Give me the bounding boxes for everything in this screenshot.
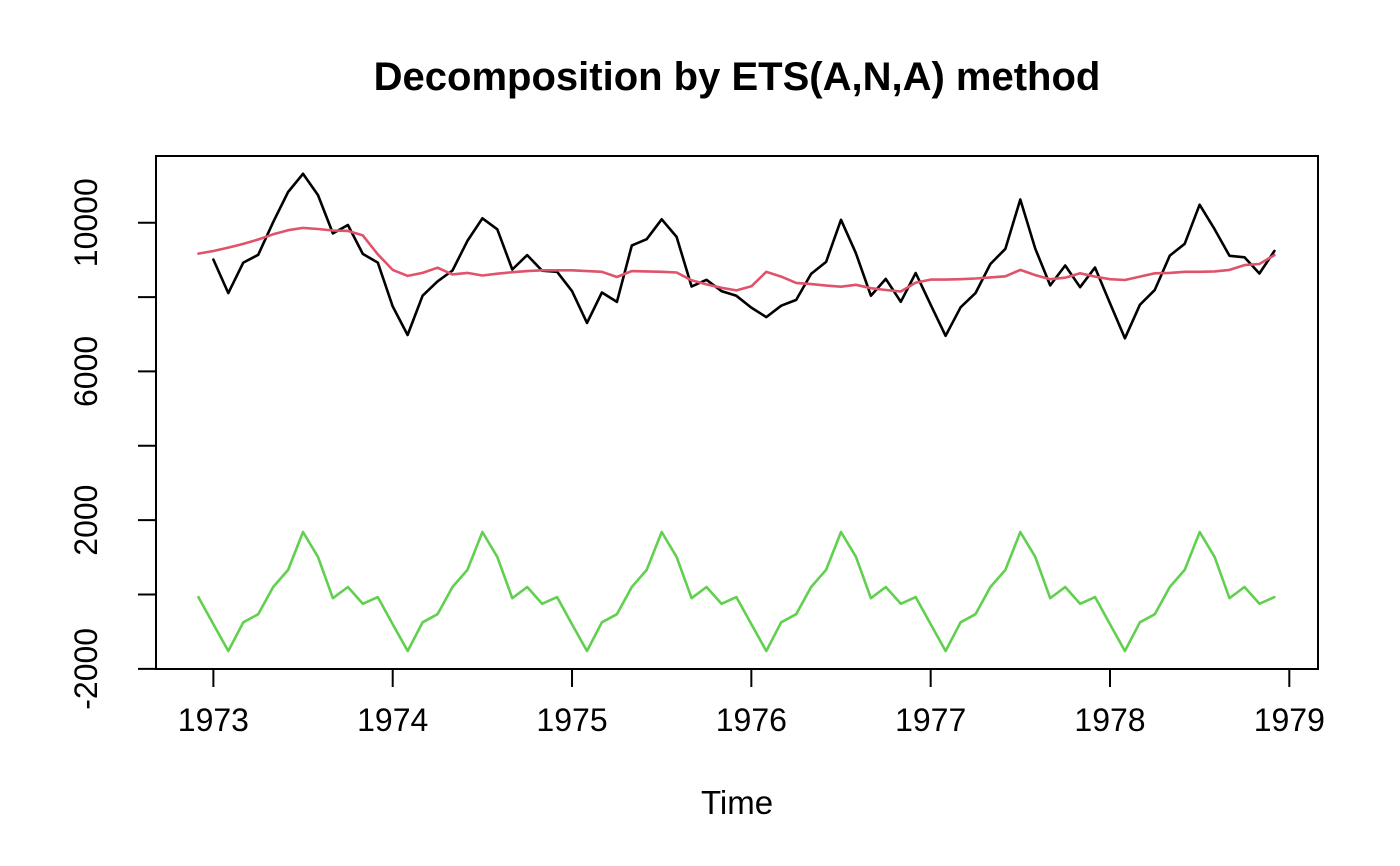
series-lines — [197, 172, 1276, 653]
y-tick-label: 10000 — [68, 178, 104, 267]
y-tick-label: 6000 — [68, 336, 104, 407]
chart-title: Decomposition by ETS(A,N,A) method — [374, 55, 1101, 99]
x-tick-label: 1974 — [357, 702, 428, 738]
axes: 1973 1974 1975 1976 1977 1978 1979 -2000 2000 600… — [68, 155, 1325, 738]
y-tick-label: -2000 — [68, 628, 104, 710]
x-tick-label: 1977 — [895, 702, 966, 738]
x-tick-label: 1978 — [1074, 702, 1145, 738]
y-tick-label: 2000 — [68, 485, 104, 556]
x-tick-label: 1976 — [716, 702, 787, 738]
x-axis-title: Time — [701, 784, 773, 821]
level-line — [197, 226, 1276, 293]
seasonal-line — [197, 530, 1276, 653]
observed-line — [212, 172, 1276, 340]
x-tick-label: 1975 — [536, 702, 607, 738]
x-tick-label: 1973 — [178, 702, 249, 738]
x-tick-label: 1979 — [1254, 702, 1325, 738]
plot-box — [155, 155, 1319, 670]
